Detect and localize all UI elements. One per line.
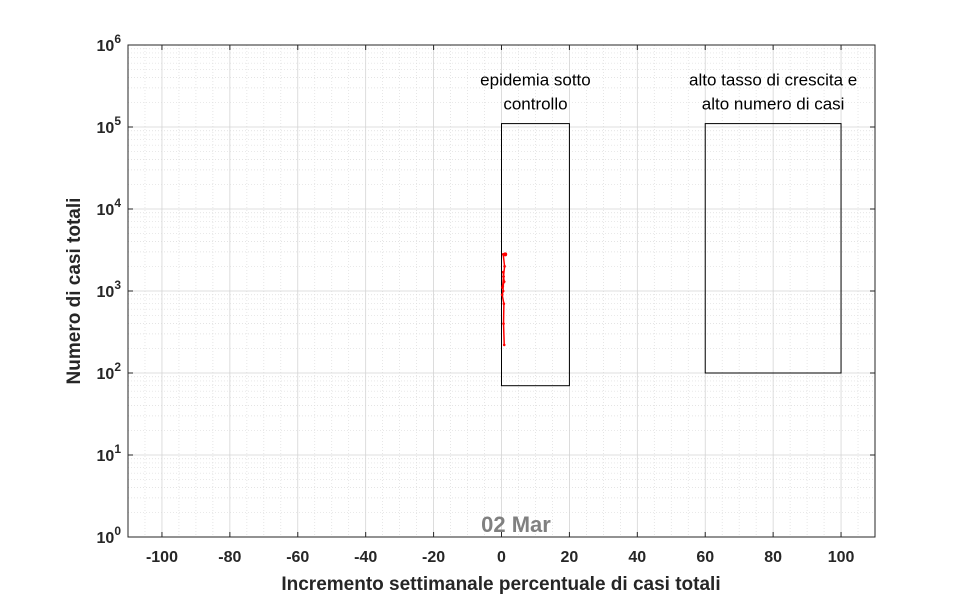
region-label: alto numero di casi	[702, 95, 845, 114]
x-tick-label: -20	[422, 549, 445, 566]
series-layer	[500, 252, 508, 347]
series-end-marker	[503, 252, 508, 257]
series-point	[502, 302, 506, 306]
y-axis-ticks: 100 101 102 103 104 105 106	[97, 32, 875, 547]
region-label: alto tasso di crescita e	[689, 71, 857, 90]
x-tick-label: 60	[696, 549, 714, 566]
series-point	[500, 293, 504, 297]
x-tick-label: -40	[354, 549, 377, 566]
x-tick-label: -80	[218, 549, 241, 566]
series-point	[503, 265, 506, 268]
series-point	[502, 275, 505, 278]
x-tick-label: 20	[561, 549, 579, 566]
series-point	[502, 280, 506, 283]
series-line	[501, 254, 506, 345]
x-tick-label: -60	[286, 549, 309, 566]
region-label: controllo	[503, 95, 567, 114]
region-box	[501, 123, 570, 387]
y-tick-label: 101	[97, 442, 122, 465]
x-tick-label: 0	[497, 549, 506, 566]
x-tick-label: 40	[628, 549, 646, 566]
x-axis-ticks: -100 -80 -60 -40 -20 0 20 40 60 80 100	[146, 45, 855, 566]
regions: epidemia sotto controllo alto tasso di cre…	[480, 71, 857, 387]
y-tick-label: 105	[97, 114, 122, 137]
series-point	[501, 286, 504, 289]
date-label: 02 Mar	[481, 512, 551, 537]
region-box	[704, 123, 842, 374]
x-tick-label: 80	[764, 549, 782, 566]
region-label: epidemia sotto	[480, 71, 591, 90]
series-point	[502, 343, 506, 347]
y-axis-title: Numero di casi totali	[64, 198, 85, 385]
x-tick-label: 100	[828, 549, 855, 566]
y-tick-label: 100	[97, 524, 122, 547]
x-axis-title: Incremento settimanale percentuale di ca…	[281, 574, 720, 595]
series-point	[501, 270, 505, 274]
series-point	[502, 322, 505, 325]
series-point	[501, 289, 505, 293]
y-tick-label: 103	[97, 278, 122, 301]
y-tick-label: 102	[97, 360, 122, 383]
y-tick-label: 104	[97, 196, 122, 219]
y-tick-label: 106	[97, 32, 122, 55]
x-tick-label: -100	[146, 549, 178, 566]
